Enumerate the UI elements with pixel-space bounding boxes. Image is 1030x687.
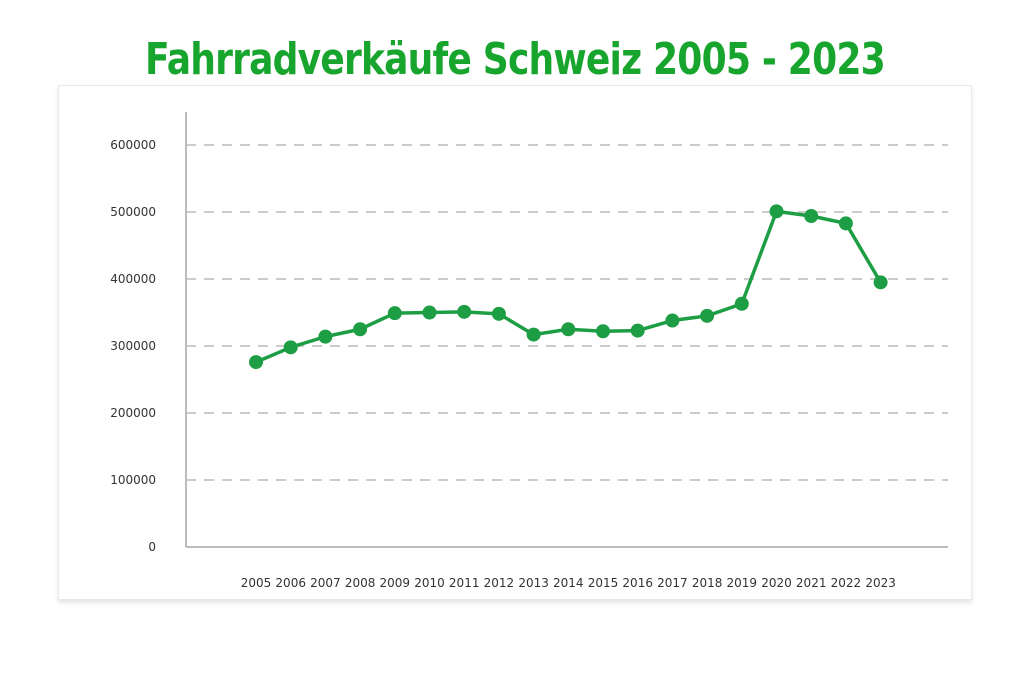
data-point <box>283 340 298 355</box>
data-point <box>561 322 576 337</box>
chart-title: Fahrradverkäufe Schweiz 2005 - 2023 <box>145 34 886 85</box>
x-tick-labels: 2005 2006 2007 2008 2009 2010 2011 2012 2013 2014… <box>241 576 896 590</box>
chart-panel <box>58 85 972 600</box>
x-tick-label: 2005 <box>241 576 272 590</box>
data-point <box>665 313 680 328</box>
x-tick-label: 2023 <box>865 576 896 590</box>
data-point <box>526 327 541 342</box>
data-point <box>769 204 784 219</box>
y-tick-labels: 0 100000 200000 300000 400000 500000 600000 <box>110 138 156 554</box>
y-tick-label: 200000 <box>110 406 156 420</box>
data-point <box>491 306 506 321</box>
data-point <box>387 306 402 321</box>
x-tick-label: 2007 <box>310 576 341 590</box>
data-point <box>249 355 263 370</box>
x-tick-label: 2020 <box>761 576 792 590</box>
y-tick-label: 0 <box>148 540 156 554</box>
data-point <box>873 275 888 290</box>
x-tick-label: 2022 <box>831 576 862 590</box>
data-point <box>734 296 749 311</box>
x-tick-label: 2017 <box>657 576 688 590</box>
data-point <box>630 323 645 338</box>
data-point <box>596 324 610 339</box>
x-tick-label: 2018 <box>692 576 723 590</box>
x-tick-label: 2013 <box>518 576 549 590</box>
y-tick-label: 400000 <box>110 272 156 286</box>
axes <box>185 112 948 548</box>
y-tick-label: 600000 <box>110 138 156 152</box>
y-tick-label: 500000 <box>110 205 156 219</box>
x-tick-label: 2019 <box>727 576 758 590</box>
grid-lines <box>186 144 948 481</box>
y-tick-label: 100000 <box>110 473 156 487</box>
data-point <box>422 305 437 320</box>
x-tick-label: 2011 <box>449 576 480 590</box>
x-tick-label: 2016 <box>622 576 653 590</box>
data-point <box>700 308 715 323</box>
data-point <box>457 304 472 319</box>
x-tick-label: 2012 <box>484 576 515 590</box>
x-tick-label: 2015 <box>588 576 619 590</box>
series <box>249 204 888 370</box>
x-tick-label: 2009 <box>380 576 411 590</box>
x-tick-label: 2006 <box>275 576 306 590</box>
x-tick-label: 2010 <box>414 576 445 590</box>
series-line <box>254 209 883 364</box>
data-point <box>353 322 368 337</box>
data-point <box>838 216 853 231</box>
x-tick-label: 2014 <box>553 576 584 590</box>
data-point <box>804 209 819 224</box>
y-tick-label: 300000 <box>110 339 156 353</box>
x-tick-label: 2021 <box>796 576 827 590</box>
data-point <box>318 329 333 344</box>
x-tick-label: 2008 <box>345 576 376 590</box>
